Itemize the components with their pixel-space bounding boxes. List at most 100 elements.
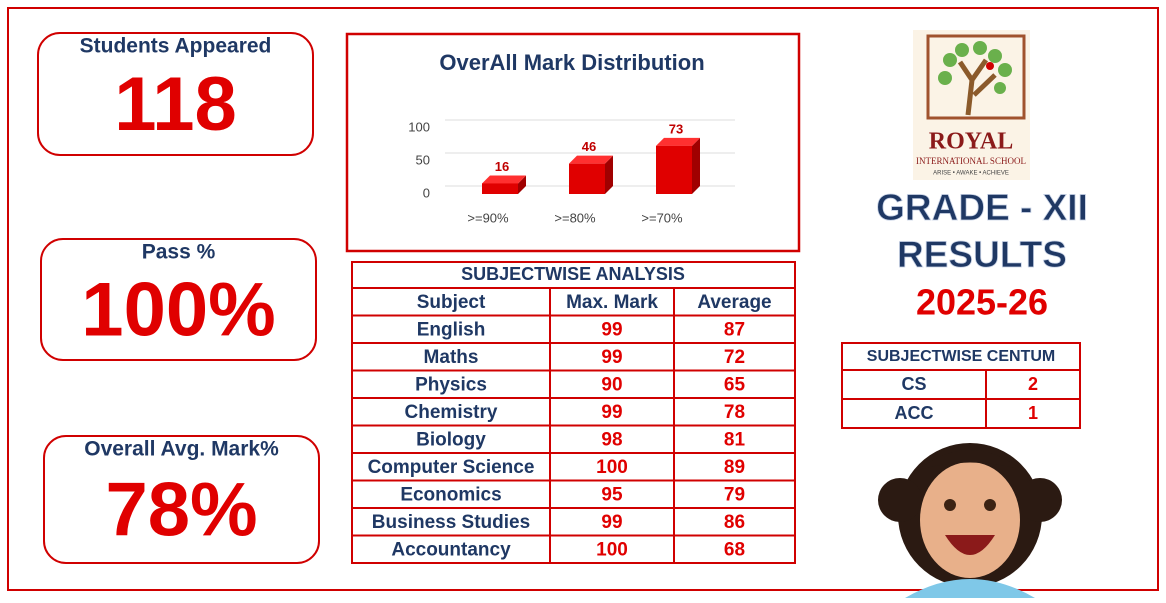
stat-value: 118: [114, 62, 237, 147]
bar-side: [692, 137, 700, 194]
year-heading: 2025-26: [916, 282, 1048, 323]
table-cell: [673, 452, 796, 482]
centum-title: SUBJECTWISE CENTUM: [867, 348, 1055, 365]
stat-label: Pass %: [142, 241, 216, 264]
results-heading: RESULTS: [897, 234, 1067, 275]
bar: [656, 145, 692, 194]
table-cell-text: 68: [724, 539, 745, 560]
table-cell-text: 86: [724, 512, 745, 533]
table-cell-text: English: [417, 319, 486, 340]
table-cell-text: 65: [724, 374, 746, 395]
stat-box: [37, 32, 314, 156]
table-cell-text: 89: [724, 457, 745, 478]
chart-title: OverAll Mark Distribution: [439, 50, 704, 75]
centum-cell: [841, 398, 987, 429]
table-cell: [673, 507, 796, 537]
logo-frame: [926, 34, 1026, 120]
bar: [569, 163, 605, 194]
table-cell-text: 78: [724, 402, 745, 423]
table-header-text: Average: [697, 292, 771, 313]
stat-value: 78%: [105, 468, 257, 553]
centum-cell-text: 2: [1028, 374, 1038, 394]
bar-value-label: 16: [495, 159, 509, 174]
girl-illustration: [878, 443, 1062, 598]
x-tick-label: >=80%: [554, 210, 596, 225]
table-cell: [673, 369, 796, 399]
y-tick-label: 0: [423, 185, 430, 200]
bar-top: [569, 155, 613, 164]
fringe: [918, 450, 1022, 470]
logo-name: ROYAL: [929, 129, 1013, 155]
table-cell-text: 100: [596, 539, 628, 560]
pigtail-right: [1018, 478, 1062, 522]
centum-cell-text: 1: [1028, 403, 1038, 423]
centum-cell: [985, 369, 1081, 400]
table-cell-text: Biology: [416, 429, 486, 450]
logo-motto: ARISE • AWAKE • ACHIEVE: [933, 171, 1009, 177]
stat-label: Overall Avg. Mark%: [84, 438, 279, 461]
table-cell: [549, 479, 675, 509]
table-cell-text: 98: [601, 429, 622, 450]
table-title: SUBJECTWISE ANALYSIS: [461, 264, 685, 284]
bar-top: [482, 175, 526, 184]
stat-label: Students Appeared: [80, 35, 272, 58]
table-cell: [673, 479, 796, 509]
logo-subtitle: INTERNATIONAL SCHOOL: [916, 156, 1026, 166]
table-cell-text: Economics: [400, 484, 501, 505]
table-header-text: Max. Mark: [566, 292, 658, 313]
table-cell-text: 99: [601, 402, 622, 423]
table-cell: [351, 479, 551, 509]
table-cell-text: 99: [601, 347, 622, 368]
table-cell: [549, 424, 675, 454]
table-cell-text: Maths: [424, 347, 479, 368]
chart-frame: [345, 32, 801, 253]
table-cell-text: Chemistry: [405, 402, 498, 423]
table-header-text: Subject: [417, 292, 486, 313]
table-cell-text: 99: [601, 319, 622, 340]
table-cell: [549, 397, 675, 427]
table-cell: [673, 534, 796, 564]
bar: [482, 183, 518, 194]
table-cell-text: 100: [596, 457, 628, 478]
logo: ROYAL INTERNATIONAL SCHOOL ARISE • AWAKE…: [913, 30, 1030, 180]
logo-dot: [986, 62, 994, 70]
table-cell-text: Accountancy: [391, 539, 511, 560]
y-tick-label: 100: [408, 119, 430, 134]
pigtail-left: [878, 478, 922, 522]
table-cell: [673, 397, 796, 427]
table-cell: [673, 287, 796, 317]
table-title-cell: [351, 261, 796, 289]
table-cell: [351, 397, 551, 427]
mouth: [945, 535, 995, 555]
eye-right: [984, 499, 996, 511]
x-tick-label: >=70%: [641, 210, 683, 225]
logo-leaves: [938, 41, 1012, 94]
logo-tree-trunk: [957, 58, 997, 116]
centum-cell-text: ACC: [895, 403, 934, 423]
table-cell: [673, 424, 796, 454]
bar-value-label: 73: [669, 121, 683, 136]
table-cell-text: Computer Science: [368, 457, 535, 478]
dress: [905, 579, 1035, 598]
grade-heading: GRADE - XII: [876, 187, 1088, 228]
centum-title-cell: [841, 342, 1081, 371]
stat-value: 100%: [81, 268, 275, 353]
table-cell-text: Business Studies: [372, 512, 530, 533]
centum-cell: [985, 398, 1081, 429]
bar-value-label: 46: [582, 139, 596, 154]
eye-left: [944, 499, 956, 511]
outer-border: [7, 7, 1159, 591]
table-cell-text: Physics: [415, 374, 487, 395]
centum-cell-text: CS: [901, 374, 926, 394]
table-cell-text: 87: [724, 319, 745, 340]
table-cell-text: 72: [724, 347, 745, 368]
table-cell-text: 95: [601, 484, 623, 505]
bar-side: [605, 155, 613, 194]
table-cell-text: 81: [724, 429, 746, 450]
y-tick-label: 50: [416, 152, 430, 167]
bar-side: [518, 175, 526, 194]
table-cell-text: 90: [601, 374, 622, 395]
x-tick-label: >=90%: [467, 210, 509, 225]
table-cell: [673, 342, 796, 372]
